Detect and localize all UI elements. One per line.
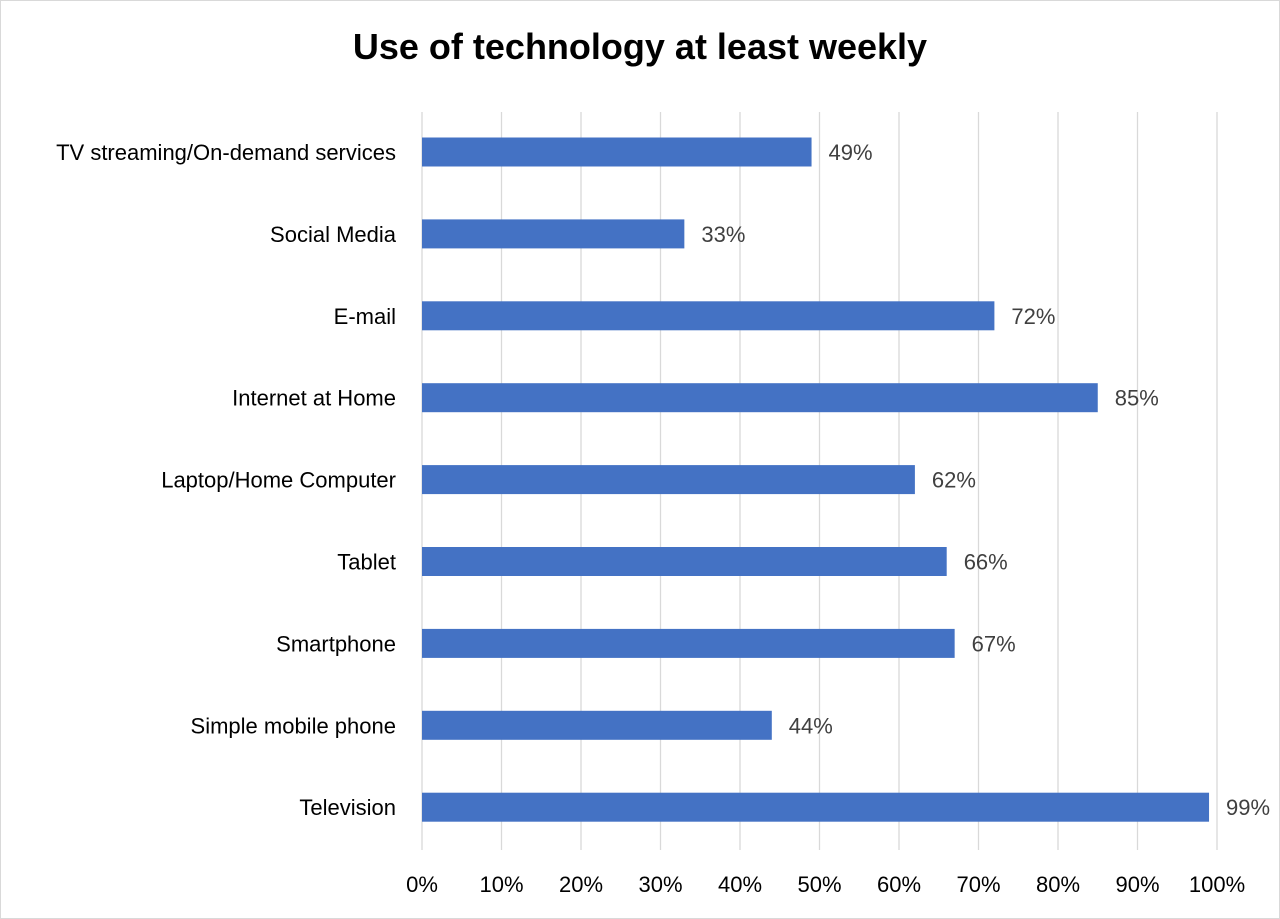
category-label: Internet at Home — [232, 386, 396, 411]
x-tick-label: 10% — [479, 872, 523, 897]
data-label: 49% — [829, 140, 873, 165]
bars — [422, 137, 1210, 822]
x-tick-label: 20% — [559, 872, 603, 897]
bar — [422, 137, 812, 167]
data-label: 67% — [972, 631, 1016, 656]
category-label: Smartphone — [276, 631, 396, 656]
data-label: 85% — [1115, 386, 1159, 411]
category-label: Social Media — [270, 222, 397, 247]
bar — [422, 792, 1210, 822]
category-label: Television — [299, 795, 396, 820]
x-tick-label: 50% — [797, 872, 841, 897]
x-tick-label: 40% — [718, 872, 762, 897]
bar — [422, 547, 947, 576]
bar — [422, 383, 1098, 413]
x-tick-label: 100% — [1189, 872, 1245, 897]
data-label: 62% — [932, 468, 976, 493]
data-label: 72% — [1011, 304, 1055, 329]
data-label: 66% — [964, 550, 1008, 575]
bar — [422, 301, 995, 331]
category-label: Laptop/Home Computer — [161, 468, 396, 493]
labels: 0% 10% 20% 30% 40% 50% 60% 70% 80% 90% 100% TV stre… — [56, 140, 1270, 897]
data-label: 99% — [1226, 795, 1270, 820]
bar — [422, 710, 772, 740]
data-label: 44% — [789, 713, 833, 738]
category-label: Tablet — [337, 550, 396, 575]
x-tick-label: 80% — [1036, 872, 1080, 897]
x-tick-label: 70% — [956, 872, 1000, 897]
category-label: Simple mobile phone — [191, 713, 396, 738]
x-tick-label: 60% — [877, 872, 921, 897]
chart-title: Use of technology at least weekly — [352, 26, 928, 67]
x-tick-label: 90% — [1115, 872, 1159, 897]
bar — [422, 219, 685, 249]
bar — [422, 628, 955, 658]
bar — [422, 465, 915, 495]
category-label: TV streaming/On-demand services — [56, 140, 396, 165]
x-tick-label: 30% — [638, 872, 682, 897]
category-label: E-mail — [334, 304, 396, 329]
data-label: 33% — [701, 222, 745, 247]
x-tick-label: 0% — [406, 872, 438, 897]
